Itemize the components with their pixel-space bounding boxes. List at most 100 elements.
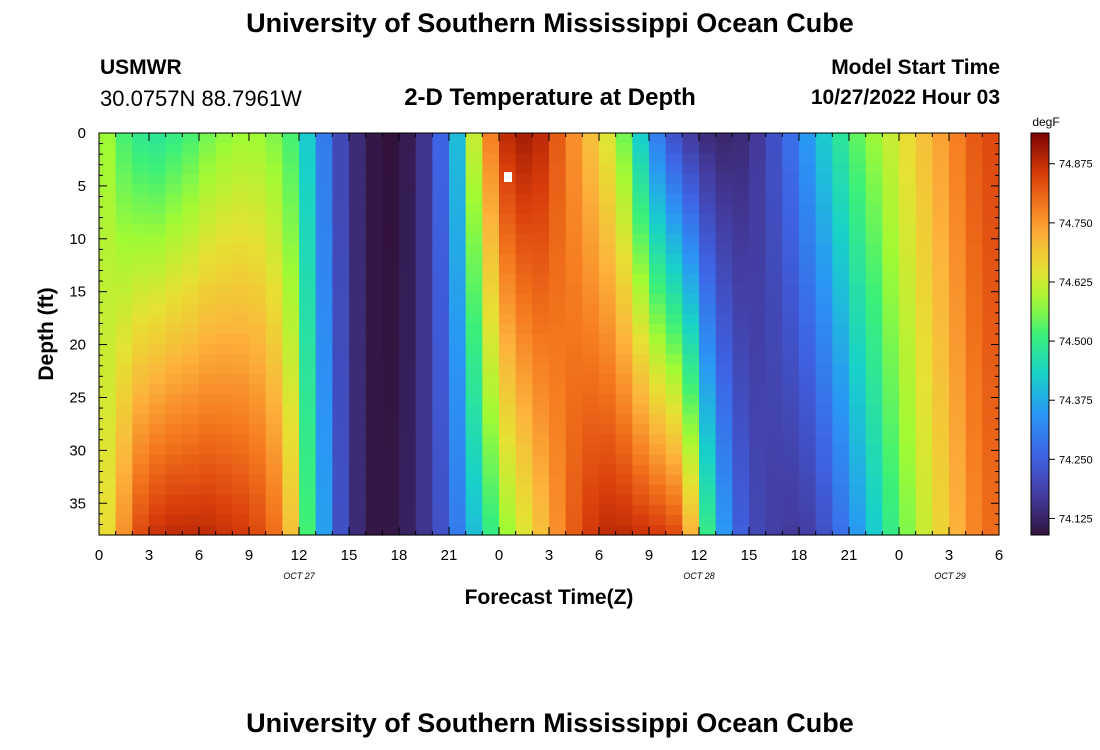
heatmap-cell — [899, 233, 917, 245]
footer-title: University of Southern Mississippi Ocean… — [246, 708, 854, 738]
heatmap-cell — [582, 464, 600, 476]
heatmap-cell — [949, 133, 967, 144]
y-tick-label: 10 — [69, 231, 86, 248]
heatmap-cell — [765, 133, 783, 144]
heatmap-cell — [149, 434, 167, 446]
heatmap-cell — [315, 253, 333, 265]
heatmap-cell — [515, 484, 533, 496]
heatmap-cell — [465, 364, 483, 375]
heatmap-cell — [499, 183, 517, 194]
heatmap-cell — [615, 464, 633, 476]
heatmap-cell — [415, 424, 433, 436]
heatmap-cell — [265, 163, 283, 174]
heatmap-cell — [232, 293, 250, 305]
heatmap-cell — [765, 303, 783, 315]
heatmap-cell — [249, 203, 267, 214]
heatmap-cell — [632, 243, 650, 255]
heatmap-cell — [99, 374, 117, 385]
heatmap-cell — [165, 384, 183, 395]
heatmap-cell — [949, 153, 967, 164]
heatmap-cell — [899, 313, 917, 325]
heatmap-cell — [982, 283, 1000, 295]
heatmap-cell — [799, 444, 817, 456]
heatmap-cell — [399, 233, 417, 245]
heatmap-cell — [399, 384, 417, 395]
heatmap-cell — [949, 323, 967, 335]
heatmap-cell — [932, 514, 950, 526]
heatmap-cell — [215, 263, 233, 275]
heatmap-cell — [115, 484, 133, 496]
heatmap-cell — [949, 374, 967, 385]
heatmap-cell — [915, 193, 933, 204]
heatmap-cell — [749, 323, 767, 335]
heatmap-cell — [682, 334, 700, 345]
heatmap-cell — [732, 504, 750, 516]
heatmap-cell — [865, 414, 883, 426]
heatmap-cell — [549, 514, 567, 526]
heatmap-cell — [515, 183, 533, 194]
heatmap-cell — [315, 273, 333, 285]
heatmap-cell — [665, 293, 683, 305]
heatmap-cell — [665, 474, 683, 486]
heatmap-cell — [949, 364, 967, 375]
heatmap-cell — [332, 153, 350, 164]
heatmap-cell — [849, 524, 867, 536]
heatmap-cell — [599, 203, 617, 214]
heatmap-cell — [265, 303, 283, 315]
heatmap-cell — [899, 434, 917, 446]
heatmap-cell — [482, 203, 500, 214]
heatmap-cell — [715, 344, 733, 355]
heatmap-cell — [149, 283, 167, 295]
heatmap-cell — [432, 364, 450, 375]
heatmap-cell — [332, 193, 350, 204]
heatmap-cell — [532, 273, 550, 285]
heatmap-cell — [499, 354, 517, 365]
heatmap-cell — [565, 354, 583, 365]
heatmap-cell — [215, 394, 233, 405]
heatmap-cell — [115, 524, 133, 536]
heatmap-cell — [665, 243, 683, 255]
heatmap-cell — [815, 374, 833, 385]
heatmap-cell — [599, 223, 617, 235]
heatmap-cell — [99, 524, 117, 536]
heatmap-cell — [315, 434, 333, 446]
heatmap-cell — [315, 524, 333, 536]
heatmap-cell — [482, 374, 500, 385]
heatmap-cell — [149, 183, 167, 194]
heatmap-cell — [532, 454, 550, 466]
heatmap-cell — [965, 474, 983, 486]
heatmap-cell — [449, 374, 467, 385]
heatmap-cell — [665, 173, 683, 184]
heatmap-cell — [482, 514, 500, 526]
heatmap-cell — [349, 263, 367, 275]
heatmap-cell — [499, 213, 517, 225]
heatmap-cell — [915, 354, 933, 365]
heatmap-cell — [182, 354, 200, 365]
heatmap-cell — [199, 474, 217, 486]
heatmap-cell — [965, 434, 983, 446]
heatmap-cell — [449, 514, 467, 526]
x-tick-label: 6 — [195, 547, 203, 564]
heatmap-cell — [615, 484, 633, 496]
colorbar-tick-label: 74.375 — [1059, 395, 1093, 407]
heatmap-cell — [799, 303, 817, 315]
heatmap-cell — [549, 143, 567, 154]
heatmap-cell — [749, 394, 767, 405]
heatmap-cell — [932, 334, 950, 345]
heatmap-cell — [182, 273, 200, 285]
heatmap-cell — [699, 293, 717, 305]
heatmap-cell — [182, 414, 200, 426]
heatmap-cell — [765, 183, 783, 194]
heatmap-cell — [115, 223, 133, 235]
heatmap-cell — [499, 404, 517, 415]
heatmap-cell — [865, 384, 883, 395]
heatmap-cell — [549, 253, 567, 265]
heatmap-cell — [365, 213, 383, 225]
heatmap-cell — [532, 524, 550, 536]
heatmap-cell — [499, 514, 517, 526]
heatmap-cell — [949, 384, 967, 395]
heatmap-cell — [115, 213, 133, 225]
colorbar: degF 74.87574.75074.62574.50074.37574.25… — [1030, 115, 1093, 536]
heatmap-cell — [699, 213, 717, 225]
heatmap-cell — [715, 364, 733, 375]
